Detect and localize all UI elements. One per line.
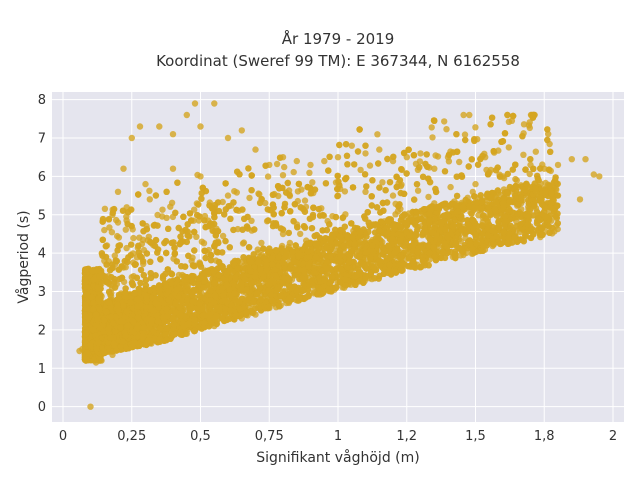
data-point [146, 187, 153, 194]
data-point [219, 198, 226, 206]
data-point [428, 124, 435, 131]
data-point [456, 158, 463, 166]
data-point [130, 234, 137, 242]
data-point [290, 168, 297, 176]
chart-title-line2: Koordinat (Sweref 99 TM): E 367344, N 61… [156, 52, 520, 70]
data-point [248, 217, 255, 224]
data-point [532, 148, 539, 155]
data-point [193, 233, 200, 240]
data-point [341, 188, 349, 195]
data-point [281, 163, 288, 171]
data-point [297, 230, 304, 238]
data-point [520, 121, 528, 128]
data-point [122, 226, 129, 233]
data-point [526, 170, 533, 178]
data-point [416, 158, 424, 165]
data-point [301, 197, 309, 204]
data-point [246, 194, 253, 202]
data-point [379, 179, 386, 186]
data-point [414, 187, 422, 194]
data-point [279, 172, 287, 179]
data-point [219, 232, 227, 240]
data-point [256, 191, 263, 198]
data-point [240, 239, 248, 246]
data-point [108, 229, 116, 236]
data-point [111, 252, 119, 259]
data-point [306, 169, 313, 176]
data-point [128, 274, 135, 281]
data-point [429, 134, 436, 141]
data-point [200, 240, 208, 247]
chart-title-line1: År 1979 - 2019 [282, 29, 395, 48]
data-point [461, 131, 469, 138]
data-point [505, 144, 512, 151]
data-point [392, 211, 399, 218]
data-point [115, 234, 123, 241]
data-point [106, 224, 113, 231]
data-point [472, 124, 479, 131]
data-point [374, 131, 381, 138]
data-point [238, 259, 246, 266]
data-point [254, 246, 261, 253]
data-point [258, 239, 265, 247]
data-point [526, 119, 533, 126]
data-point [443, 126, 450, 133]
data-point [425, 193, 432, 201]
data-point [294, 188, 302, 195]
data-point [168, 199, 176, 206]
data-point [460, 111, 467, 119]
data-point [457, 238, 464, 245]
data-point [441, 118, 448, 125]
data-point [123, 244, 130, 252]
data-point [264, 173, 272, 180]
data-point [520, 151, 527, 158]
data-point [366, 162, 374, 169]
data-point [146, 196, 153, 203]
data-point [159, 206, 166, 213]
data-point [101, 205, 109, 212]
data-point [357, 166, 364, 174]
data-point [505, 118, 513, 126]
data-points [76, 100, 603, 410]
data-point [159, 213, 166, 220]
data-point [273, 160, 281, 168]
data-point [466, 111, 473, 119]
data-point [447, 183, 454, 191]
data-point [518, 206, 525, 213]
data-point [191, 206, 198, 213]
data-point [309, 179, 316, 186]
data-point [475, 212, 482, 219]
data-point [432, 152, 439, 159]
data-point [526, 124, 533, 132]
data-point [233, 189, 240, 196]
